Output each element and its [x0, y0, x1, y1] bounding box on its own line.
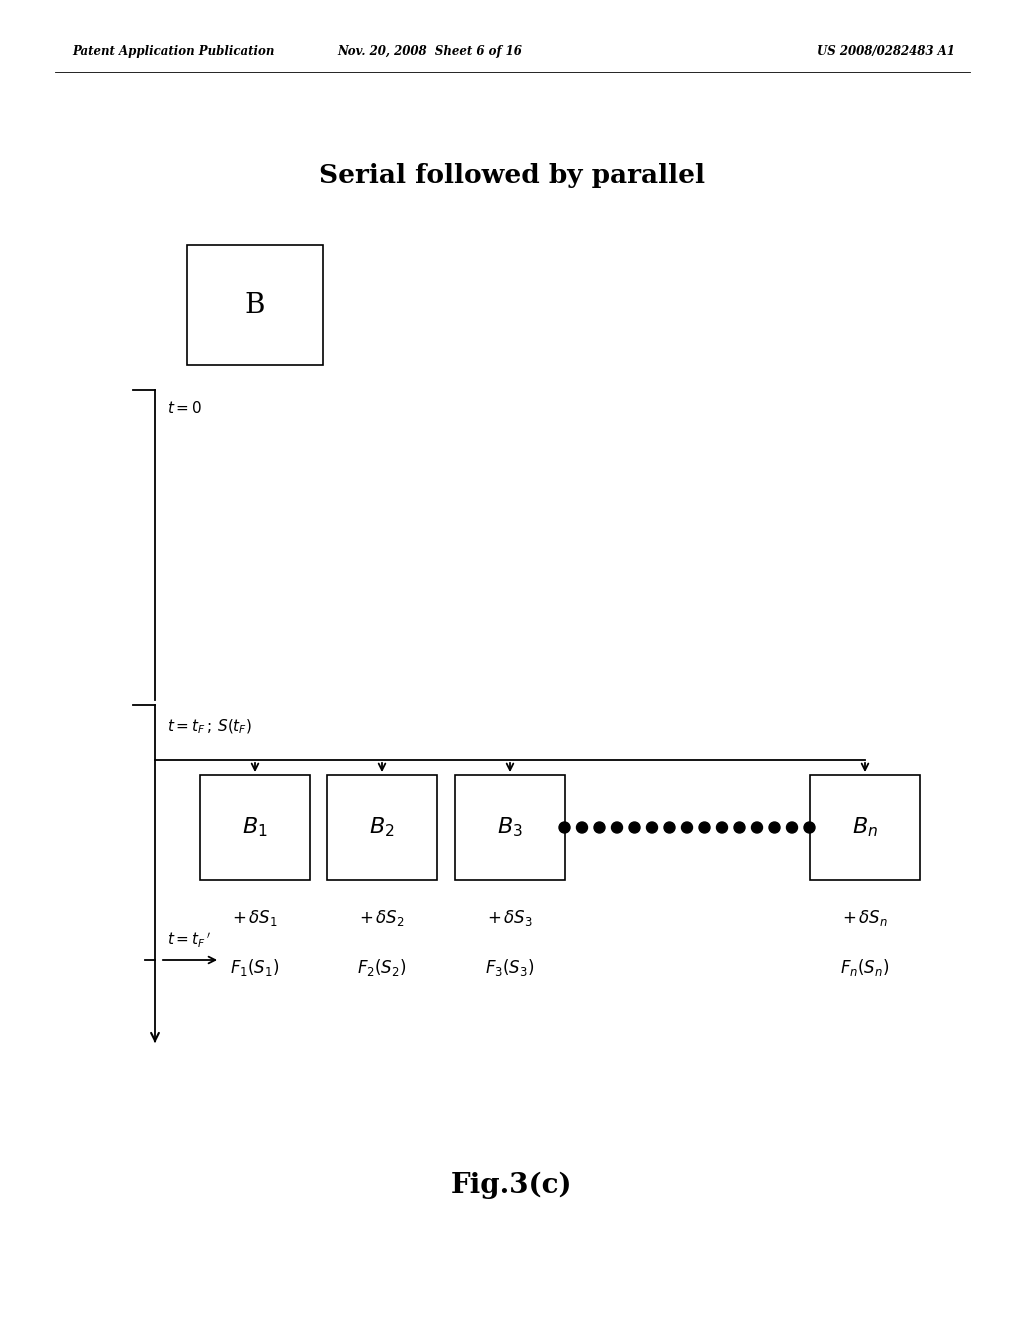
Bar — [455, 775, 565, 880]
Text: $F_n(S_n)$: $F_n(S_n)$ — [841, 957, 890, 978]
Text: $F_2(S_2)$: $F_2(S_2)$ — [357, 957, 407, 978]
Circle shape — [664, 822, 675, 833]
Text: $+\,\delta S_n$: $+\,\delta S_n$ — [842, 908, 888, 928]
Circle shape — [786, 822, 798, 833]
Circle shape — [717, 822, 727, 833]
Text: $+\,\delta S_1$: $+\,\delta S_1$ — [232, 908, 278, 928]
Circle shape — [594, 822, 605, 833]
Text: B: B — [245, 292, 265, 318]
Text: $+\,\delta S_2$: $+\,\delta S_2$ — [359, 908, 404, 928]
Circle shape — [734, 822, 745, 833]
Text: Nov. 20, 2008  Sheet 6 of 16: Nov. 20, 2008 Sheet 6 of 16 — [338, 45, 522, 58]
Circle shape — [804, 822, 815, 833]
Text: $B_n$: $B_n$ — [852, 816, 878, 840]
Text: $F_3(S_3)$: $F_3(S_3)$ — [485, 957, 535, 978]
Circle shape — [559, 822, 570, 833]
Circle shape — [611, 822, 623, 833]
Text: $t = t_F\,;\,S(t_F)$: $t = t_F\,;\,S(t_F)$ — [167, 718, 252, 737]
Circle shape — [629, 822, 640, 833]
Circle shape — [699, 822, 710, 833]
Text: $+\,\delta S_3$: $+\,\delta S_3$ — [487, 908, 532, 928]
Bar — [327, 775, 437, 880]
Text: $B_3$: $B_3$ — [497, 816, 523, 840]
Bar — [187, 246, 323, 366]
Text: Fig.3(c): Fig.3(c) — [452, 1171, 572, 1199]
Text: $t = t_F\,{}'$: $t = t_F\,{}'$ — [167, 931, 212, 949]
Text: Patent Application Publication: Patent Application Publication — [72, 45, 274, 58]
Text: US 2008/0282483 A1: US 2008/0282483 A1 — [817, 45, 955, 58]
Circle shape — [646, 822, 657, 833]
Bar — [810, 775, 920, 880]
Text: $B_1$: $B_1$ — [243, 816, 268, 840]
Circle shape — [577, 822, 588, 833]
Text: $t = 0$: $t = 0$ — [167, 400, 203, 416]
Text: Serial followed by parallel: Serial followed by parallel — [319, 162, 705, 187]
Circle shape — [752, 822, 763, 833]
Circle shape — [682, 822, 692, 833]
Circle shape — [769, 822, 780, 833]
Bar — [200, 775, 310, 880]
Text: $F_1(S_1)$: $F_1(S_1)$ — [230, 957, 280, 978]
Text: $B_2$: $B_2$ — [370, 816, 395, 840]
